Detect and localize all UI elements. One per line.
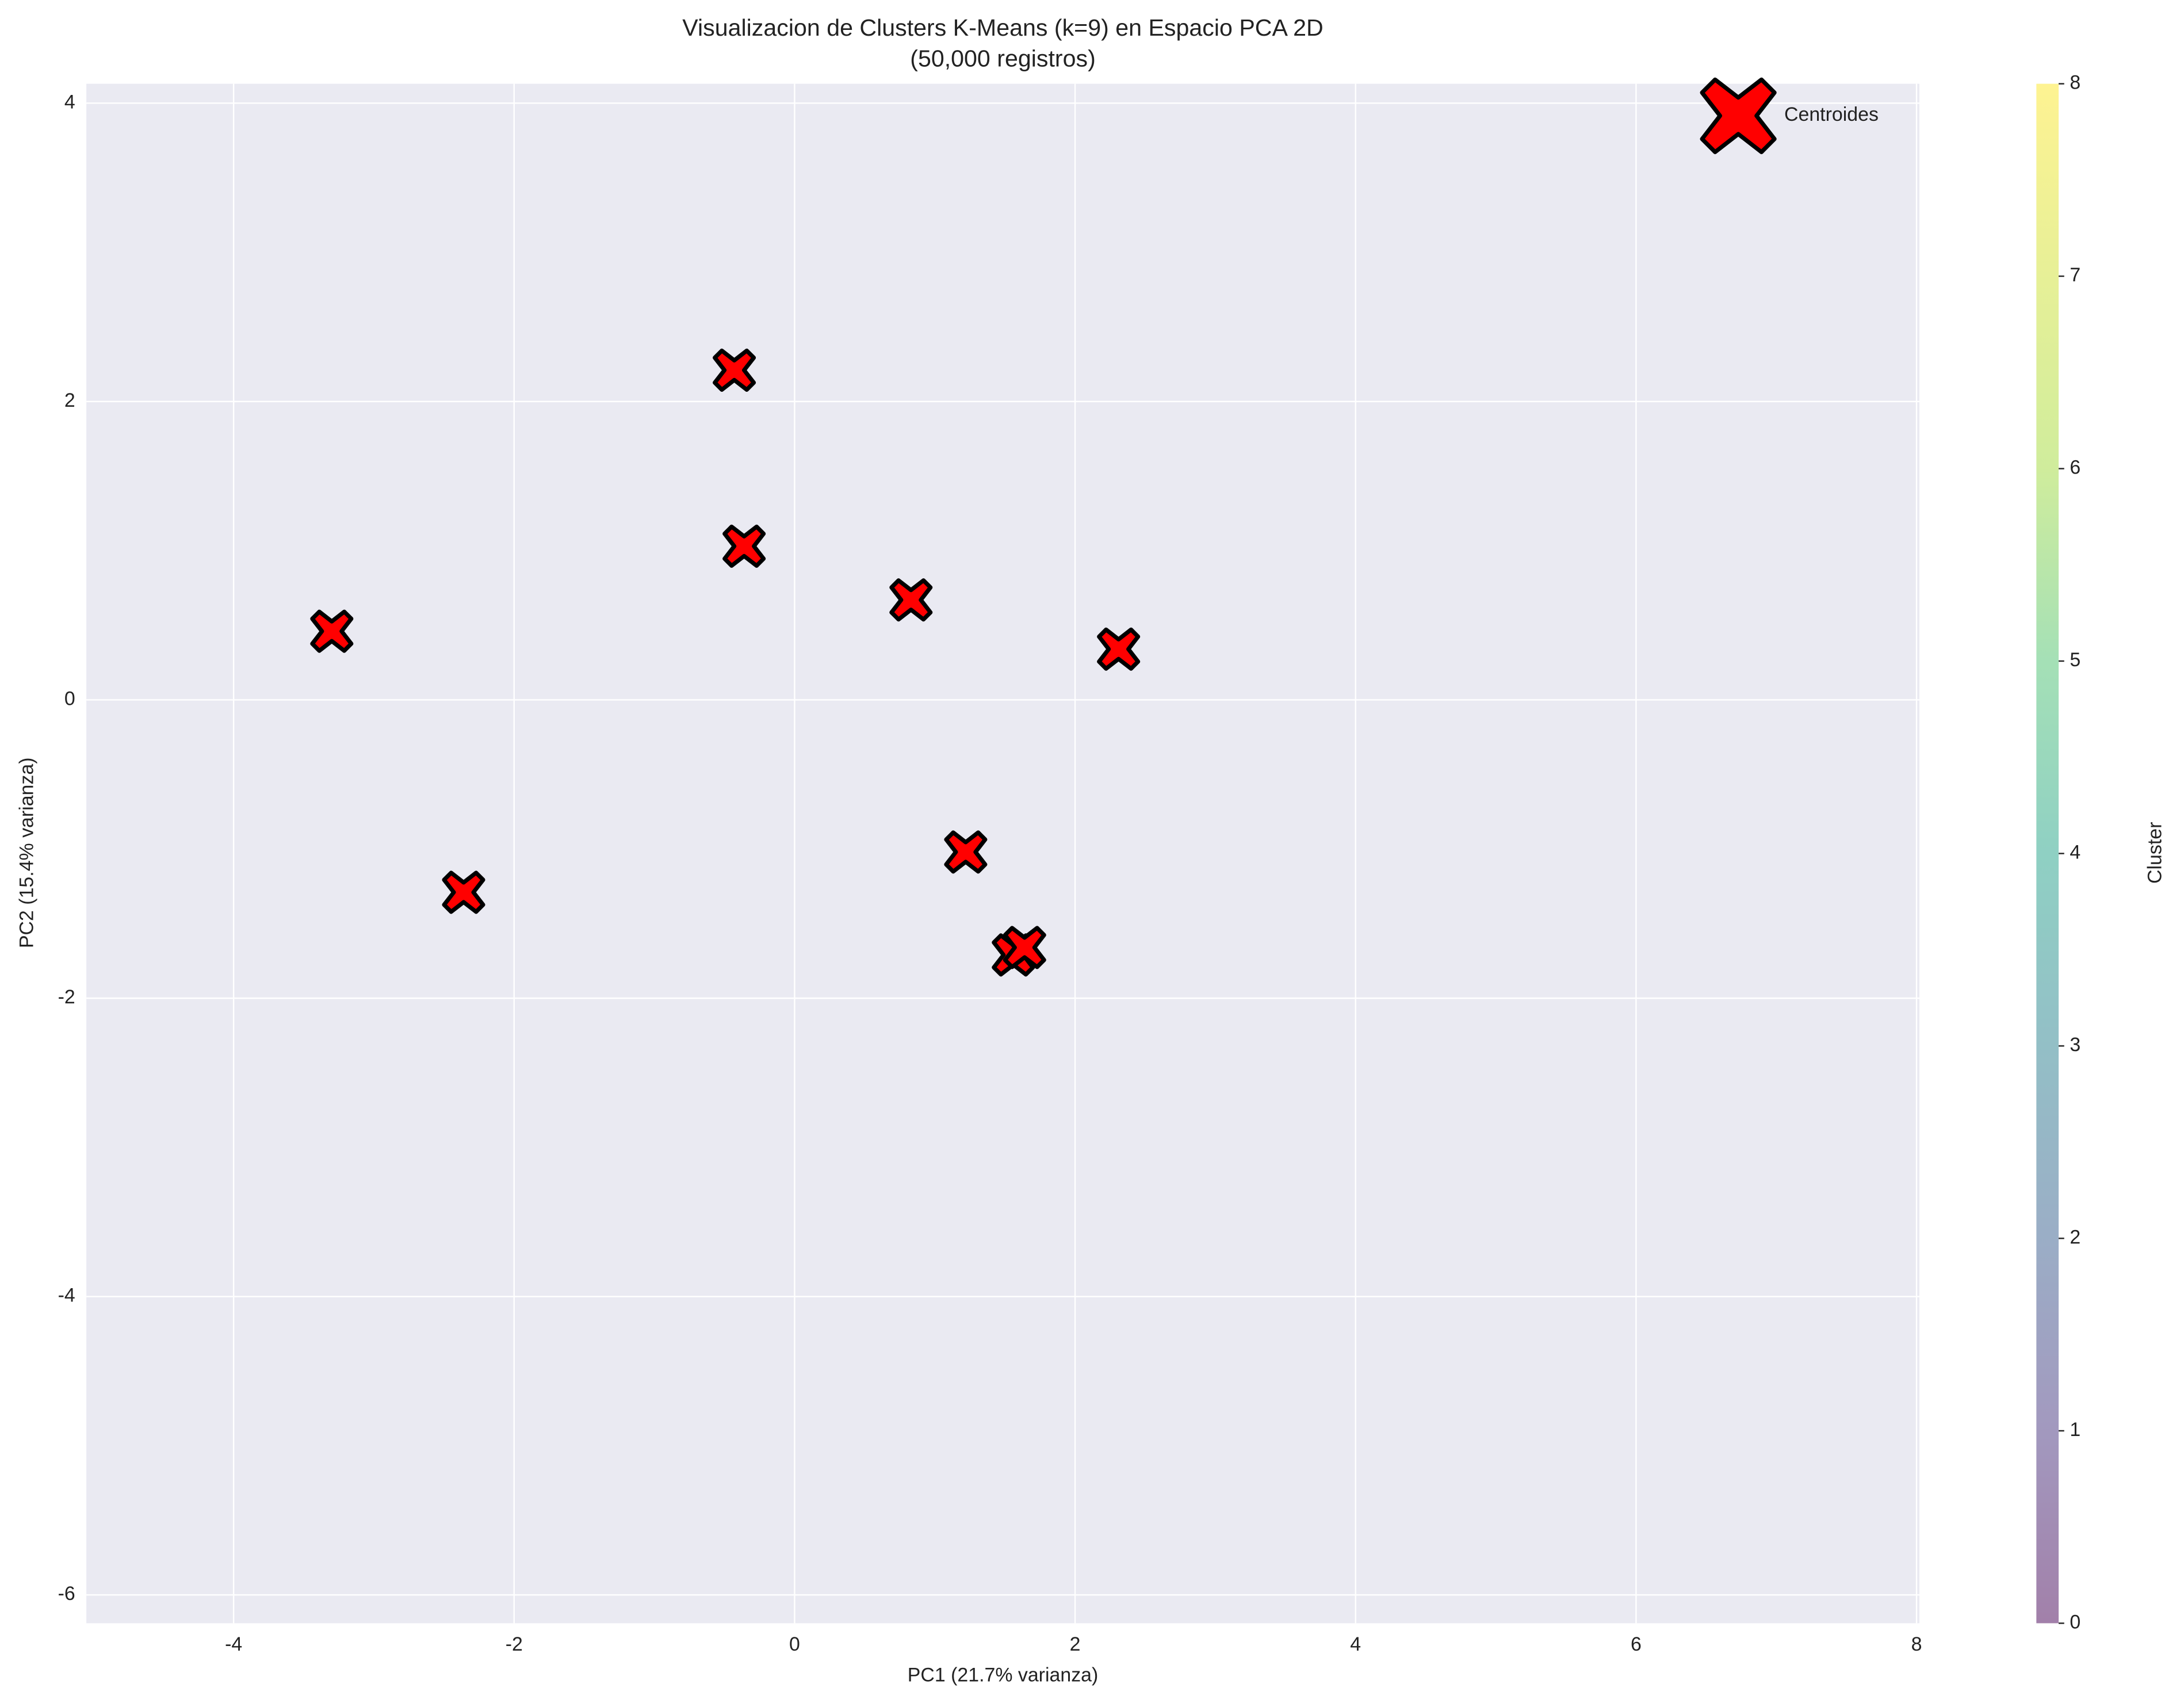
y-tick-label: 2 bbox=[64, 389, 75, 411]
y-tick-label: 4 bbox=[64, 91, 75, 113]
colorbar-tick-label: 8 bbox=[2070, 72, 2080, 94]
colorbar-tick-label: 1 bbox=[2070, 1419, 2080, 1441]
centroid-marker bbox=[442, 870, 485, 914]
colorbar-tick-label: 6 bbox=[2070, 456, 2080, 478]
x-tick-label: -4 bbox=[225, 1633, 242, 1655]
x-tick-label: 6 bbox=[1631, 1633, 1642, 1655]
colorbar bbox=[2036, 83, 2059, 1624]
x-tick-label: 0 bbox=[789, 1633, 800, 1655]
colorbar-tick-label: 4 bbox=[2070, 841, 2080, 863]
colorbar-tick-label: 0 bbox=[2070, 1611, 2080, 1633]
centroid-marker bbox=[1097, 627, 1141, 671]
colorbar-label: Cluster bbox=[2144, 822, 2166, 884]
chart-subtitle: (50,000 registros) bbox=[910, 45, 1096, 71]
x-axis-label: PC1 (21.7% varianza) bbox=[908, 1664, 1099, 1686]
colorbar-tick-label: 7 bbox=[2070, 264, 2080, 286]
centroid-marker bbox=[713, 348, 756, 392]
centroid-marker bbox=[722, 524, 766, 568]
legend-marker bbox=[1700, 77, 1777, 154]
y-axis-label: PC2 (15.4% varianza) bbox=[16, 758, 37, 949]
chart-title: Visualizacion de Clusters K-Means (k=9) … bbox=[682, 14, 1323, 41]
y-tick-label: 0 bbox=[64, 688, 75, 709]
y-tick-label: -2 bbox=[58, 986, 75, 1008]
x-tick-label: -2 bbox=[506, 1633, 523, 1655]
y-tick-label: -4 bbox=[58, 1285, 75, 1307]
colorbar-tick-label: 5 bbox=[2070, 649, 2080, 671]
plot-area bbox=[86, 83, 1919, 1624]
centroid-marker bbox=[1003, 926, 1046, 969]
colorbar-tick-label: 2 bbox=[2070, 1226, 2080, 1248]
centroid-marker bbox=[310, 609, 354, 653]
x-tick-label: 8 bbox=[1911, 1633, 1922, 1655]
y-tick-label: -6 bbox=[58, 1583, 75, 1605]
centroid-marker bbox=[889, 578, 933, 622]
centroid-marker bbox=[944, 830, 988, 874]
colorbar-tick-label: 3 bbox=[2070, 1034, 2080, 1056]
legend-label: Centroides bbox=[1784, 104, 1879, 125]
x-tick-label: 2 bbox=[1070, 1633, 1081, 1655]
x-tick-label: 4 bbox=[1350, 1633, 1361, 1655]
